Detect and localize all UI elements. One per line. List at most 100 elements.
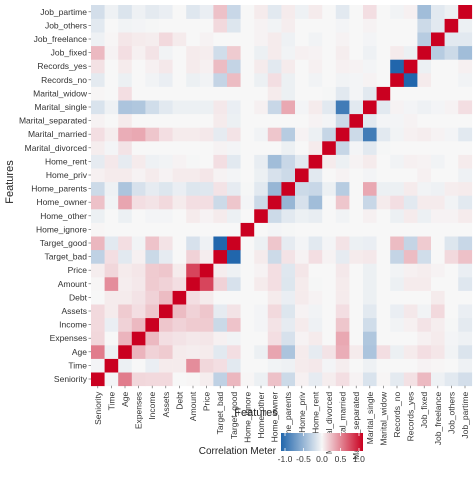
heatmap-cell-home_ignore-debt <box>172 222 187 237</box>
heatmap-cell-home_rent-home_ignore <box>240 154 255 169</box>
heatmap-cell-target_good-target_good <box>227 236 241 251</box>
heatmap-cell-job_partime-expenses <box>131 5 146 19</box>
heatmap-cell-time-amount <box>186 358 201 373</box>
heatmap-cell-job_fixed-home_other <box>254 45 269 60</box>
x-tick-label-expenses: Expenses <box>134 392 144 429</box>
heatmap-cell-amount-target_good <box>227 277 241 291</box>
heatmap-cell-assets-marital_single <box>363 304 377 319</box>
heatmap-cell-time-seniority <box>91 358 105 373</box>
heatmap-cell-marital_single-marital_single <box>363 100 377 115</box>
heatmap-cell-income-marital_widow <box>376 317 391 332</box>
y-tick-label-job_others: Job_others <box>45 20 87 30</box>
heatmap-cell-records_yes-job_fixed <box>417 59 432 74</box>
heatmap-cell-marital_married-marital_divorced <box>322 127 337 142</box>
y-tick-label-job_fixed: Job_fixed <box>51 48 88 58</box>
heatmap-cell-debt-target_good <box>227 290 241 305</box>
heatmap-cell-home_rent-time <box>104 154 119 169</box>
x-tick-label-home_rent: Home_rent <box>310 391 320 434</box>
heatmap-cell-job_partime-debt <box>172 5 187 19</box>
heatmap-cell-job_partime-home_owner <box>267 5 282 19</box>
heatmap-cell-price-target_good <box>227 263 241 278</box>
heatmap-cell-home_owner-time <box>104 195 119 210</box>
heatmap-cell-records_no-home_priv <box>295 73 309 87</box>
heatmap-cell-debt-home_owner <box>267 290 282 305</box>
heatmap-cell-assets-amount <box>186 304 201 319</box>
heatmap-cell-home_ignore-marital_separated <box>349 222 364 237</box>
heatmap-cell-debt-home_priv <box>295 290 309 305</box>
heatmap-cell-job_others-target_bad <box>213 18 228 33</box>
heatmap-cell-job_partime-marital_separated <box>349 5 364 19</box>
heatmap-cell-price-home_other <box>254 263 269 278</box>
heatmap-cell-target_good-records_no <box>390 236 405 251</box>
heatmap-cell-home_priv-income <box>145 168 160 183</box>
heatmap-cell-home_parents-debt <box>172 181 187 196</box>
heatmap-cell-records_yes-job_partime <box>458 59 473 74</box>
heatmap-cell-home_ignore-seniority <box>91 222 105 237</box>
heatmap-cell-marital_single-home_priv <box>295 100 309 115</box>
heatmap-cell-marital_single-age <box>118 100 133 115</box>
heatmap-cell-time-marital_single <box>363 358 377 373</box>
heatmap-cell-marital_widow-marital_separated <box>349 86 364 101</box>
heatmap-cell-job_fixed-marital_divorced <box>322 45 337 60</box>
heatmap-cell-home_owner-home_other <box>254 195 269 210</box>
heatmap-cell-price-marital_widow <box>376 263 391 278</box>
heatmap-cell-debt-age <box>118 290 133 305</box>
heatmap-cell-expenses-target_bad <box>213 331 228 346</box>
heatmap-cell-job_freelance-home_owner <box>267 32 282 47</box>
heatmap-cell-job_fixed-assets <box>159 45 173 60</box>
heatmap-cell-home_owner-home_priv <box>295 195 309 210</box>
heatmap-cell-job_freelance-job_partime <box>458 32 473 47</box>
heatmap-cell-job_others-home_rent <box>308 18 323 33</box>
heatmap-cell-marital_separated-job_freelance <box>431 113 445 128</box>
heatmap-cell-target_good-home_rent <box>308 236 323 251</box>
heatmap-cell-income-home_rent <box>308 317 323 332</box>
heatmap-cell-job_freelance-job_others <box>444 32 459 47</box>
heatmap-cell-marital_single-marital_separated <box>349 100 364 115</box>
heatmap-cell-job_others-records_yes <box>403 18 418 33</box>
heatmap-cell-marital_separated-job_others <box>444 113 459 128</box>
y-tick-label-home_ignore: Home_ignore <box>36 224 87 234</box>
heatmap-cell-target_bad-home_parents <box>281 249 296 264</box>
heatmap-cell-home_rent-seniority <box>91 154 105 169</box>
heatmap-cell-debt-marital_divorced <box>322 290 337 305</box>
heatmap-cell-target_bad-home_owner <box>267 249 282 264</box>
heatmap-cell-marital_single-amount <box>186 100 201 115</box>
heatmap-cell-time-age <box>118 358 133 373</box>
heatmap-cell-home_ignore-assets <box>159 222 173 237</box>
heatmap-cell-target_good-seniority <box>91 236 105 251</box>
legend-title: Correlation Meter <box>199 446 277 457</box>
heatmap-cell-home_rent-home_owner <box>267 154 282 169</box>
heatmap-cell-job_partime-home_parents <box>281 5 296 19</box>
heatmap-cell-target_good-home_priv <box>295 236 309 251</box>
heatmap-cell-home_other-target_bad <box>213 209 228 223</box>
heatmap-cell-job_fixed-amount <box>186 45 201 60</box>
heatmap-cell-home_parents-job_freelance <box>431 181 445 196</box>
heatmap-cell-marital_married-home_rent <box>308 127 323 142</box>
heatmap-cell-marital_divorced-marital_separated <box>349 141 364 155</box>
heatmap-cell-job_fixed-job_partime <box>458 45 473 60</box>
heatmap-cell-records_no-amount <box>186 73 201 87</box>
heatmap-cell-target_bad-seniority <box>91 249 105 264</box>
heatmap-cell-age-seniority <box>91 345 105 359</box>
heatmap-cell-job_freelance-job_freelance <box>431 32 445 47</box>
heatmap-cell-expenses-income <box>145 331 160 346</box>
heatmap-cell-marital_divorced-home_parents <box>281 141 296 155</box>
y-tick-label-home_owner: Home_owner <box>36 197 87 207</box>
heatmap-cell-home_parents-expenses <box>131 181 146 196</box>
heatmap-cell-target_good-home_owner <box>267 236 282 251</box>
heatmap-cell-home_parents-assets <box>159 181 173 196</box>
heatmap-cell-debt-assets <box>159 290 173 305</box>
heatmap-cell-assets-home_ignore <box>240 304 255 319</box>
heatmap-cell-expenses-records_yes <box>403 331 418 346</box>
heatmap-cell-marital_divorced-home_other <box>254 141 269 155</box>
heatmap-cell-home_owner-target_bad <box>213 195 228 210</box>
heatmap-cell-age-job_freelance <box>431 345 445 359</box>
heatmap-cell-job_fixed-home_owner <box>267 45 282 60</box>
heatmap-cell-price-job_others <box>444 263 459 278</box>
heatmap-cell-job_freelance-income <box>145 32 160 47</box>
heatmap-cell-records_yes-marital_single <box>363 59 377 74</box>
heatmap-cell-job_others-marital_married <box>335 18 350 33</box>
heatmap-cell-marital_widow-job_freelance <box>431 86 445 101</box>
heatmap-cell-job_freelance-home_other <box>254 32 269 47</box>
heatmap-cell-marital_widow-records_yes <box>403 86 418 101</box>
